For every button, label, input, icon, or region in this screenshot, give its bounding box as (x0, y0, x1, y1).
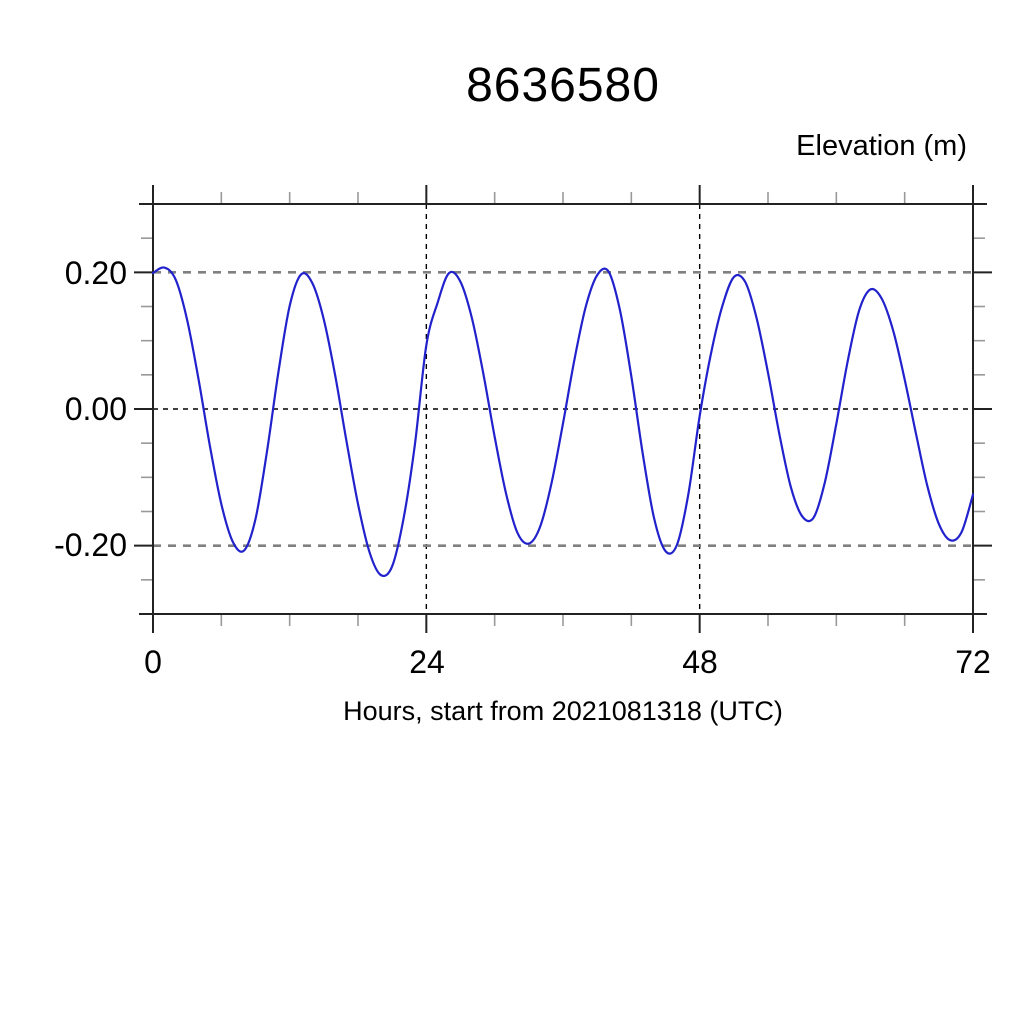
x-tick-label-24: 24 (409, 644, 445, 680)
y-tick-label-neg-0.20: -0.20 (54, 527, 127, 563)
x-tick-label-48: 48 (682, 644, 718, 680)
x-tick-label-0: 0 (144, 644, 162, 680)
elevation-curve (151, 266, 975, 578)
x-axis-title: Hours, start from 2021081318 (UTC) (343, 696, 783, 726)
y-tick-label-0.20: 0.20 (64, 255, 127, 291)
chart-title: 8636580 (466, 59, 660, 112)
gridlines (153, 204, 973, 614)
plot-canvas (134, 185, 992, 633)
plot-frame (152, 203, 974, 615)
y-tick-label-0.00: 0.00 (64, 391, 127, 427)
axis-ticks (134, 185, 992, 633)
y-axis-title: Elevation (m) (796, 130, 967, 162)
x-tick-label-72: 72 (955, 644, 991, 680)
